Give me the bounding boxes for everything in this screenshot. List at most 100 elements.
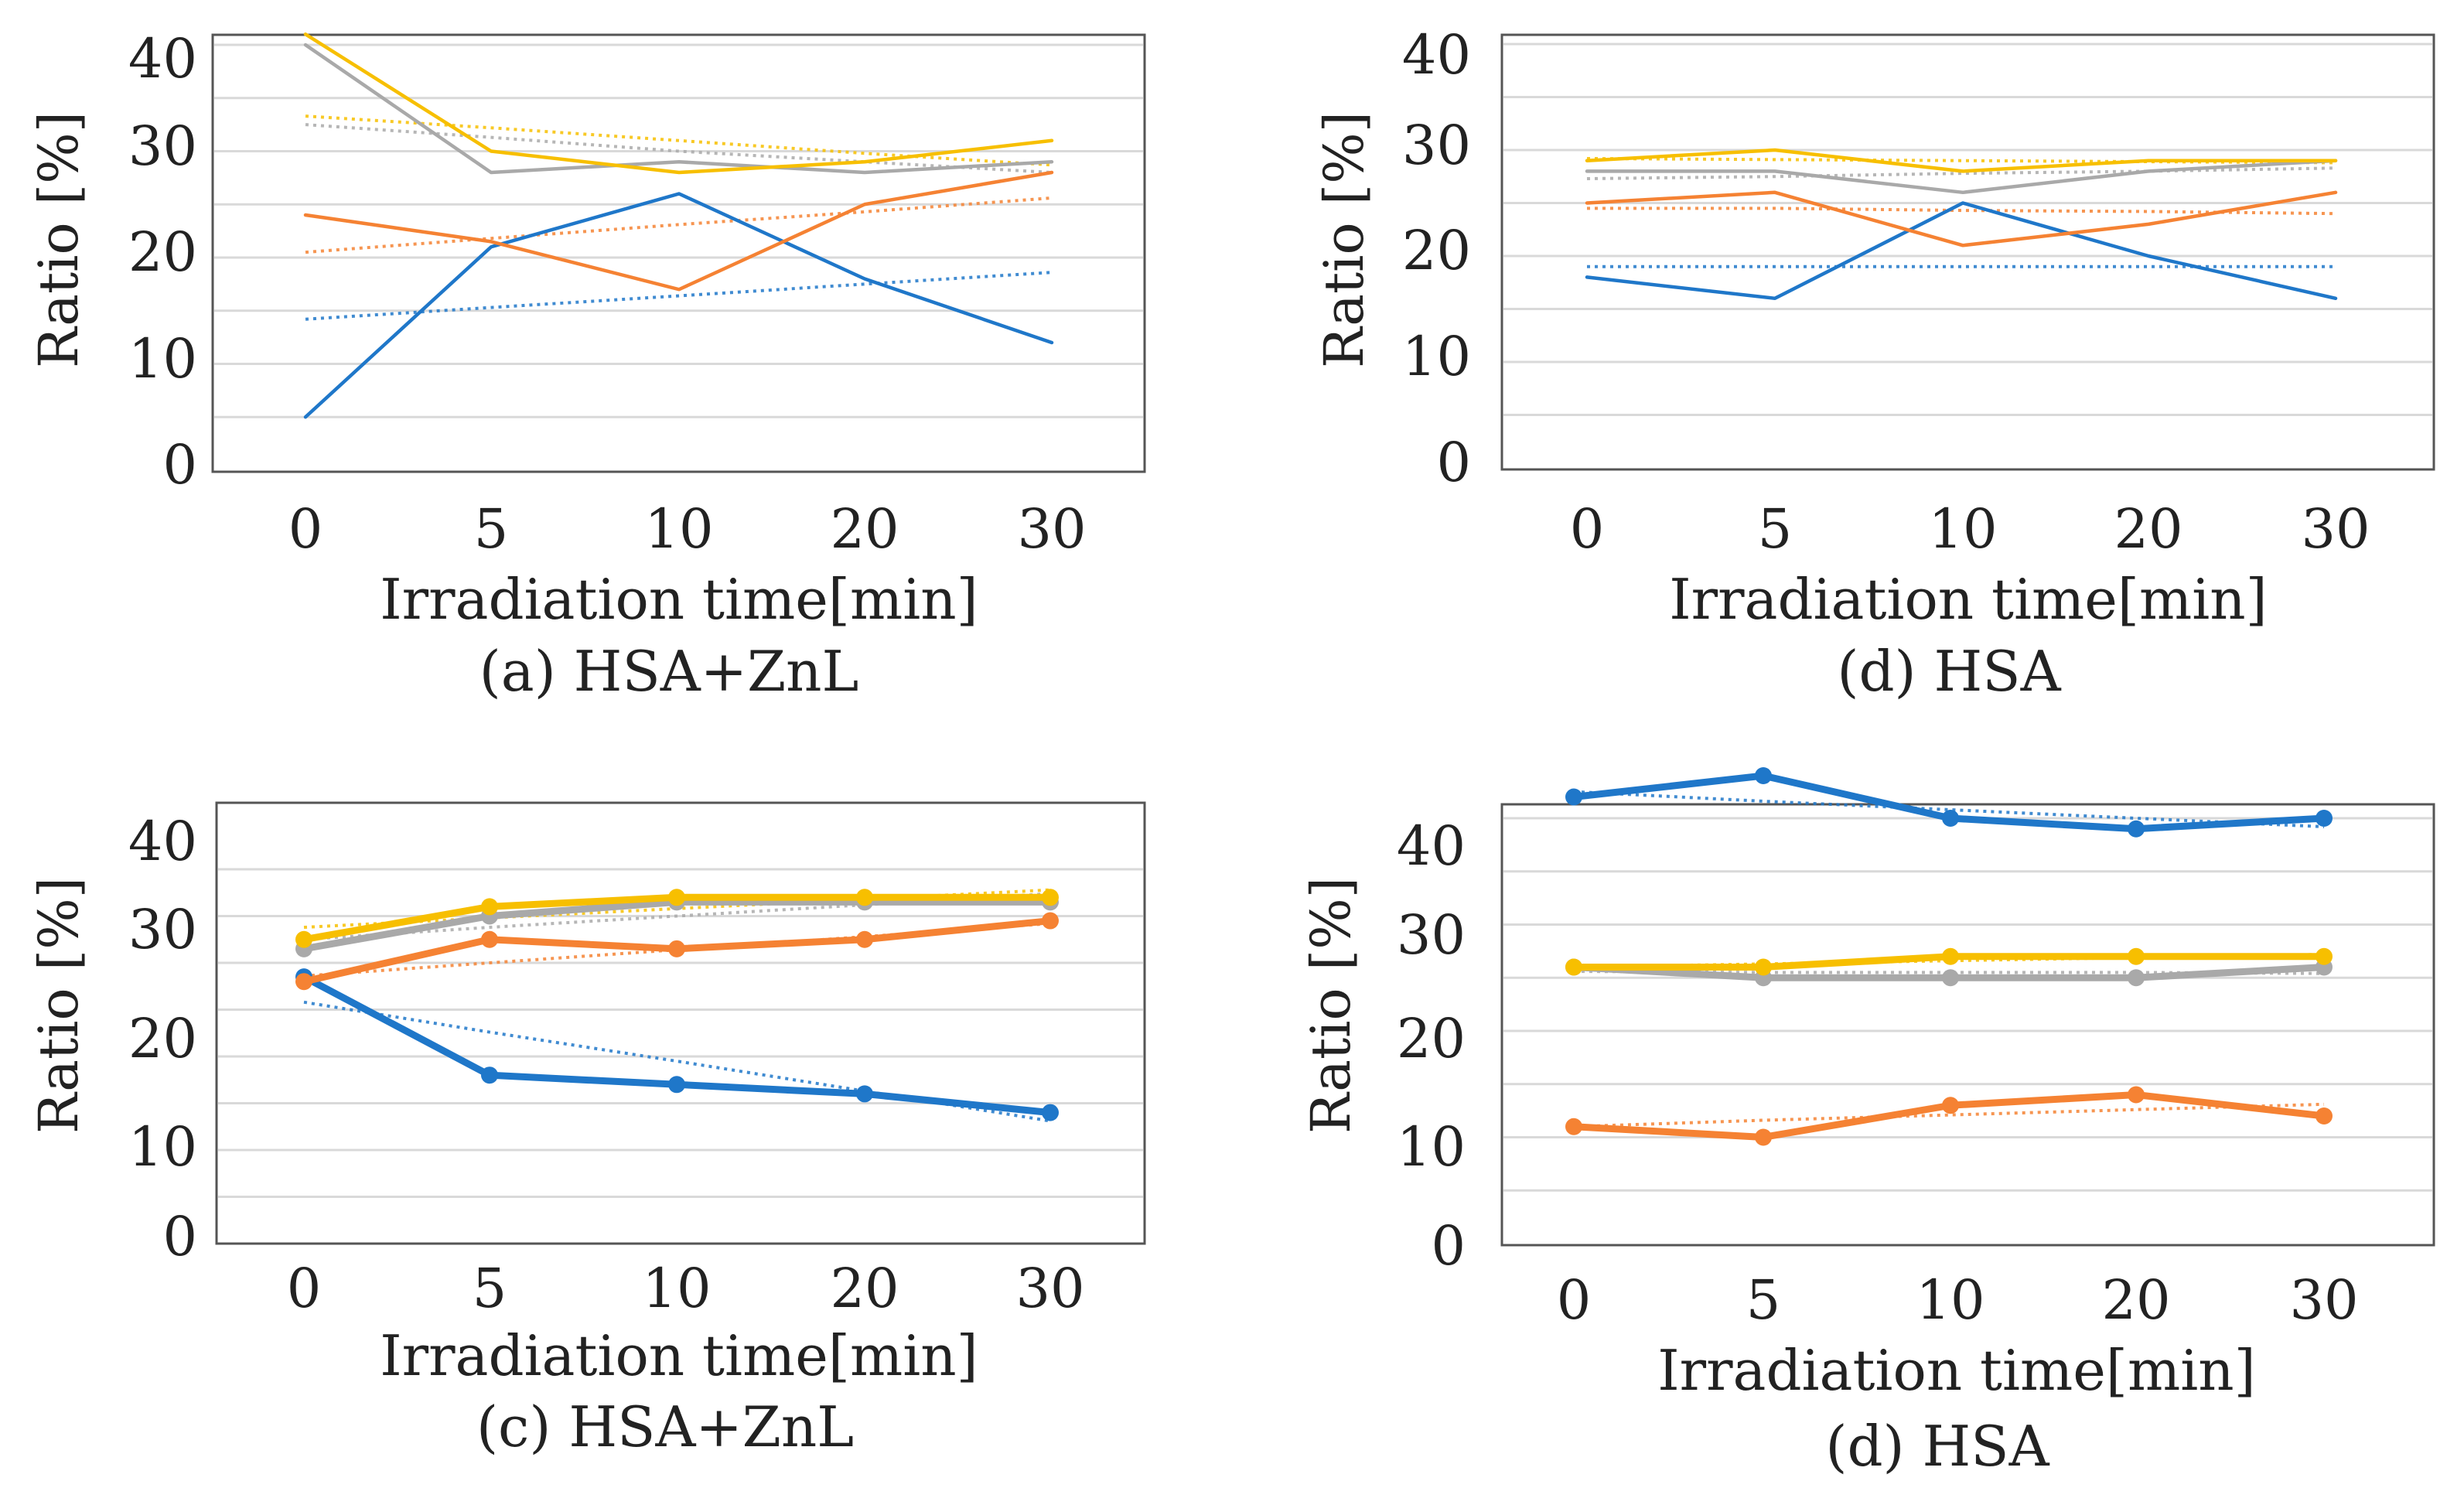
panel-b-y-tick-10: 10 bbox=[1402, 325, 1471, 388]
panel-b-y-ticks: 0 10 20 30 40 bbox=[1402, 23, 1471, 494]
panel-c-y-tick-0: 0 bbox=[162, 1205, 197, 1268]
panel-a-trendlines bbox=[305, 114, 1053, 321]
panel-d-x-tick-30: 30 bbox=[2289, 1268, 2358, 1332]
panel-b-y-tick-30: 30 bbox=[1402, 114, 1471, 177]
panel-c-x-tick-10: 10 bbox=[642, 1257, 711, 1320]
panel-b-plot-area bbox=[1500, 33, 2435, 471]
panel-a-y-ticks: 0 10 20 30 40 bbox=[128, 27, 197, 497]
panel-a-y-tick-30: 30 bbox=[128, 114, 197, 178]
panel-d-y-tick-0: 0 bbox=[1431, 1214, 1466, 1278]
panel-d-trend-orange bbox=[1573, 1102, 2325, 1128]
panel-c-trend-blue bbox=[303, 1000, 1051, 1123]
panel-a-y-tick-0: 0 bbox=[162, 433, 197, 497]
panel-c-point-orange-4 bbox=[1042, 912, 1059, 930]
panel-c-point-yellow-0 bbox=[295, 930, 312, 948]
panel-d-y-ticks: 0 10 20 30 40 bbox=[1397, 814, 1466, 1278]
panel-a-plot-area bbox=[211, 33, 1146, 473]
panel-a-trend-blue bbox=[305, 271, 1053, 321]
panel-c-point-orange-1 bbox=[481, 930, 498, 948]
panel-d-point-blue-0 bbox=[1565, 788, 1582, 806]
panel-d-x-tick-10: 10 bbox=[1916, 1268, 1985, 1332]
panel-d-point-blue-4 bbox=[2316, 810, 2333, 827]
panel-b-trend-gray bbox=[1586, 166, 2336, 180]
panel-d-point-yellow-0 bbox=[1565, 958, 1582, 976]
panel-a-x-tick-5: 5 bbox=[474, 497, 509, 561]
panel-a-x-axis-label: Irradiation time[min] bbox=[380, 567, 978, 632]
panel-a-x-tick-20: 20 bbox=[830, 497, 899, 561]
panel-c-point-orange-0 bbox=[295, 973, 312, 991]
panel-a: 0 10 20 30 40 0 5 10 20 30 Ratio [%] Irr… bbox=[27, 27, 1146, 704]
panel-d-point-gray-2 bbox=[1942, 969, 1959, 987]
panel-d-point-blue-2 bbox=[1942, 810, 1959, 827]
panel-c-x-tick-0: 0 bbox=[287, 1257, 322, 1320]
panel-c-y-tick-40: 40 bbox=[128, 810, 197, 873]
panel-a-trend-orange bbox=[305, 196, 1053, 254]
panel-c-point-yellow-2 bbox=[668, 889, 685, 906]
panel-c-point-orange-3 bbox=[856, 930, 873, 948]
panel-d: 0 10 20 30 40 0 5 10 20 30 Ratio [%] Irr… bbox=[1299, 767, 2435, 1479]
panel-b-series-orange bbox=[1585, 190, 2338, 247]
panel-d-point-orange-2 bbox=[1942, 1097, 1959, 1114]
panel-b-trendlines bbox=[1586, 156, 2336, 268]
panel-a-y-tick-40: 40 bbox=[128, 27, 197, 90]
panel-d-point-orange-1 bbox=[1755, 1128, 1772, 1146]
panel-d-x-tick-20: 20 bbox=[2101, 1268, 2170, 1332]
panel-a-series-orange bbox=[303, 170, 1054, 292]
panel-c-point-yellow-1 bbox=[481, 898, 498, 916]
panel-d-point-yellow-3 bbox=[2128, 947, 2145, 965]
panel-c-point-blue-1 bbox=[481, 1066, 498, 1084]
panel-b-series bbox=[1585, 148, 2338, 301]
panel-c-point-orange-2 bbox=[668, 940, 685, 957]
panel-d-point-yellow-4 bbox=[2316, 947, 2333, 965]
panel-d-y-tick-10: 10 bbox=[1397, 1115, 1466, 1179]
panel-c-y-ticks: 0 10 20 30 40 bbox=[128, 810, 197, 1268]
panel-c-series bbox=[295, 889, 1059, 1121]
panel-d-point-orange-3 bbox=[2128, 1086, 2145, 1104]
panel-b-x-tick-10: 10 bbox=[1928, 497, 1997, 561]
panel-d-x-ticks: 0 5 10 20 30 bbox=[1557, 1268, 2359, 1332]
panel-c-x-tick-30: 30 bbox=[1015, 1257, 1084, 1320]
panel-d-y-axis-label: Ratio [%] bbox=[1299, 877, 1363, 1134]
panel-b-caption: (d) HSA bbox=[1837, 639, 2061, 704]
panel-d-point-gray-3 bbox=[2128, 969, 2145, 987]
panel-d-point-yellow-1 bbox=[1755, 958, 1772, 976]
panel-d-caption: (d) HSA bbox=[1825, 1414, 2049, 1479]
panel-a-x-tick-10: 10 bbox=[644, 497, 713, 561]
panel-d-series bbox=[1565, 767, 2333, 1146]
panel-c-y-tick-20: 20 bbox=[128, 1007, 197, 1070]
panel-c-x-tick-5: 5 bbox=[473, 1257, 507, 1320]
panel-c-y-tick-10: 10 bbox=[128, 1115, 197, 1179]
panel-b-x-tick-0: 0 bbox=[1570, 497, 1605, 561]
panel-a-x-tick-30: 30 bbox=[1017, 497, 1086, 561]
panel-d-point-blue-1 bbox=[1755, 767, 1772, 784]
panel-a-trend-yellow bbox=[305, 114, 1053, 167]
panel-a-series-yellow bbox=[303, 32, 1054, 175]
panel-b-series-yellow bbox=[1585, 148, 2338, 173]
panel-b-x-axis-label: Irradiation time[min] bbox=[1669, 567, 2268, 632]
panel-d-y-tick-20: 20 bbox=[1397, 1007, 1466, 1070]
panel-b-x-tick-20: 20 bbox=[2114, 497, 2182, 561]
panel-d-point-yellow-2 bbox=[1942, 947, 1959, 965]
panel-a-series bbox=[303, 32, 1054, 419]
panel-a-y-axis-label: Ratio [%] bbox=[27, 111, 90, 368]
panel-c-y-axis-label: Ratio [%] bbox=[27, 877, 90, 1134]
panel-d-plot-area bbox=[1500, 803, 2435, 1247]
panel-c-trend-gray bbox=[303, 892, 1051, 941]
panel-a-series-gray bbox=[303, 43, 1054, 175]
panel-b-x-ticks: 0 5 10 20 30 bbox=[1570, 497, 2370, 561]
panel-b: 0 10 20 30 40 0 5 10 20 30 Ratio [%] Irr… bbox=[1312, 23, 2435, 704]
panel-b-y-axis-label: Ratio [%] bbox=[1312, 111, 1376, 368]
panel-c-caption: (c) HSA+ZnL bbox=[476, 1394, 854, 1459]
panel-b-y-tick-20: 20 bbox=[1402, 219, 1471, 282]
panel-b-x-tick-30: 30 bbox=[2301, 497, 2370, 561]
panel-d-y-tick-30: 30 bbox=[1397, 903, 1466, 967]
panel-d-trend-blue bbox=[1573, 790, 2325, 828]
panel-d-x-axis-label: Irradiation time[min] bbox=[1657, 1338, 2256, 1403]
panel-c-point-yellow-3 bbox=[856, 889, 873, 906]
panel-a-x-tick-0: 0 bbox=[288, 497, 323, 561]
panel-a-trend-gray bbox=[305, 123, 1053, 174]
panel-c-plot-area bbox=[215, 801, 1146, 1245]
panel-c-x-ticks: 0 5 10 20 30 bbox=[287, 1257, 1085, 1320]
panel-b-series-blue bbox=[1585, 201, 2338, 301]
